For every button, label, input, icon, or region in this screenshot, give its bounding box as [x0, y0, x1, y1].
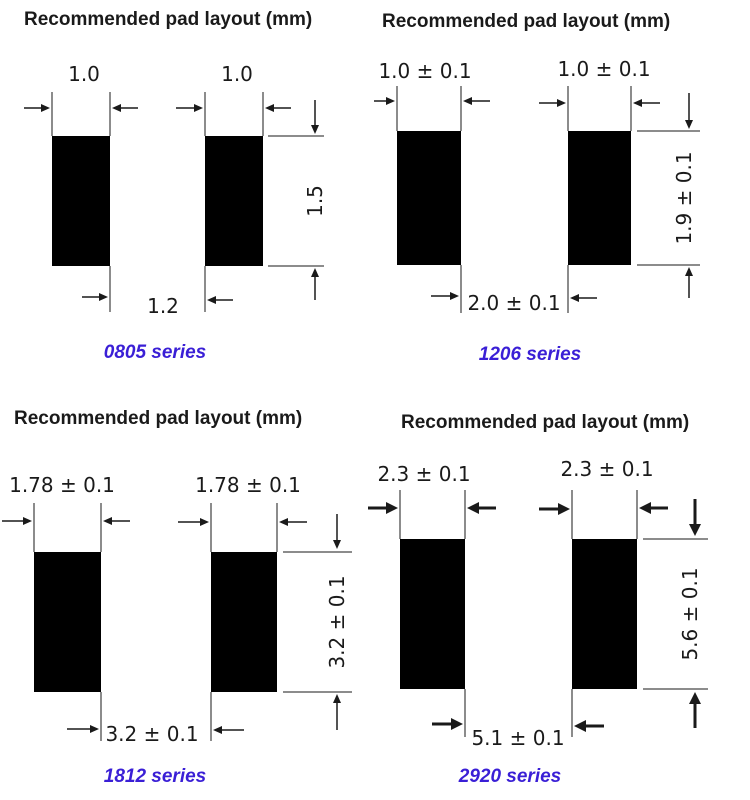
- arrow-up-icon: [685, 267, 693, 298]
- pad-width-label: 2.3 ± 0.1: [560, 457, 653, 481]
- arrow-right-icon: [82, 293, 108, 301]
- pad-gap-label: 1.2: [147, 294, 179, 318]
- pad-width-label: 1.0 ± 0.1: [557, 57, 650, 81]
- arrow-left-icon: [570, 294, 597, 302]
- arrow-up-icon: [689, 692, 701, 728]
- pad-height-label: 1.9 ± 0.1: [672, 151, 696, 244]
- arrow-right-icon: [2, 517, 32, 525]
- arrow-right-icon: [539, 99, 566, 107]
- arrow-right-icon: [178, 518, 209, 526]
- arrow-right-icon: [539, 503, 570, 515]
- pad-width-label: 1.0 ± 0.1: [378, 59, 471, 83]
- series-label: 1812 series: [104, 766, 207, 787]
- arrow-right-icon: [176, 104, 203, 112]
- panel-title: Recommended pad layout (mm): [382, 11, 670, 32]
- arrow-left-icon: [467, 502, 496, 514]
- arrow-left-icon: [207, 296, 233, 304]
- series-label: 0805 series: [104, 342, 207, 363]
- arrow-down-icon: [311, 100, 319, 134]
- series-label: 1206 series: [479, 344, 582, 365]
- arrow-down-icon: [685, 93, 693, 129]
- arrow-right-icon: [368, 502, 398, 514]
- arrow-down-icon: [333, 514, 341, 549]
- pad-width-label: 1.78 ± 0.1: [9, 473, 115, 497]
- arrow-left-icon: [213, 726, 244, 734]
- arrow-right-icon: [24, 104, 50, 112]
- panel-0805: Recommended pad layout (mm): [24, 9, 327, 363]
- arrow-left-icon: [574, 720, 604, 732]
- solder-pad-right: [205, 136, 263, 266]
- pad-gap-label: 2.0 ± 0.1: [467, 291, 560, 315]
- solder-pad-right: [572, 539, 637, 689]
- arrow-right-icon: [67, 725, 99, 733]
- solder-pad-right: [568, 131, 631, 265]
- arrow-down-icon: [689, 499, 701, 536]
- pad-gap-label: 3.2 ± 0.1: [105, 722, 198, 746]
- panel-1812: Recommended pad layout (mm) 1.78 ± 0.1 1…: [2, 408, 352, 787]
- pad-height-label: 5.6 ± 0.1: [678, 567, 702, 660]
- pad-width-label: 2.3 ± 0.1: [377, 462, 470, 486]
- arrow-right-icon: [432, 718, 463, 730]
- panel-title: Recommended pad layout (mm): [401, 412, 689, 433]
- solder-pad-right: [211, 552, 277, 692]
- series-label: 2920 series: [458, 766, 562, 787]
- arrow-left-icon: [265, 104, 291, 112]
- arrow-left-icon: [633, 99, 660, 107]
- arrow-left-icon: [639, 502, 668, 514]
- panel-title: Recommended pad layout (mm): [24, 9, 312, 30]
- panel-2920: Recommended pad layout (mm) 2.3 ± 0.1 2.…: [368, 412, 708, 787]
- arrow-left-icon: [463, 97, 490, 105]
- arrow-left-icon: [279, 518, 307, 526]
- solder-pad-left: [34, 552, 101, 692]
- panel-title: Recommended pad layout (mm): [14, 408, 302, 429]
- arrow-up-icon: [311, 268, 319, 300]
- pad-gap-label: 5.1 ± 0.1: [471, 726, 564, 750]
- solder-pad-left: [400, 539, 465, 689]
- arrow-right-icon: [374, 97, 395, 105]
- solder-pad-left: [52, 136, 110, 266]
- pad-height-label: 3.2 ± 0.1: [325, 575, 349, 668]
- arrow-up-icon: [333, 694, 341, 730]
- arrow-right-icon: [431, 292, 459, 300]
- pad-height-label: 1.5: [303, 185, 327, 217]
- pad-width-label: 1.78 ± 0.1: [195, 473, 301, 497]
- panel-1206: Recommended pad layout (mm) 1.0 ± 0.1 1.…: [374, 11, 700, 365]
- solder-pad-left: [397, 131, 461, 265]
- arrow-left-icon: [112, 104, 138, 112]
- pad-width-label: 1.0: [221, 62, 253, 86]
- pad-width-label: 1.0: [68, 62, 100, 86]
- arrow-left-icon: [103, 517, 130, 525]
